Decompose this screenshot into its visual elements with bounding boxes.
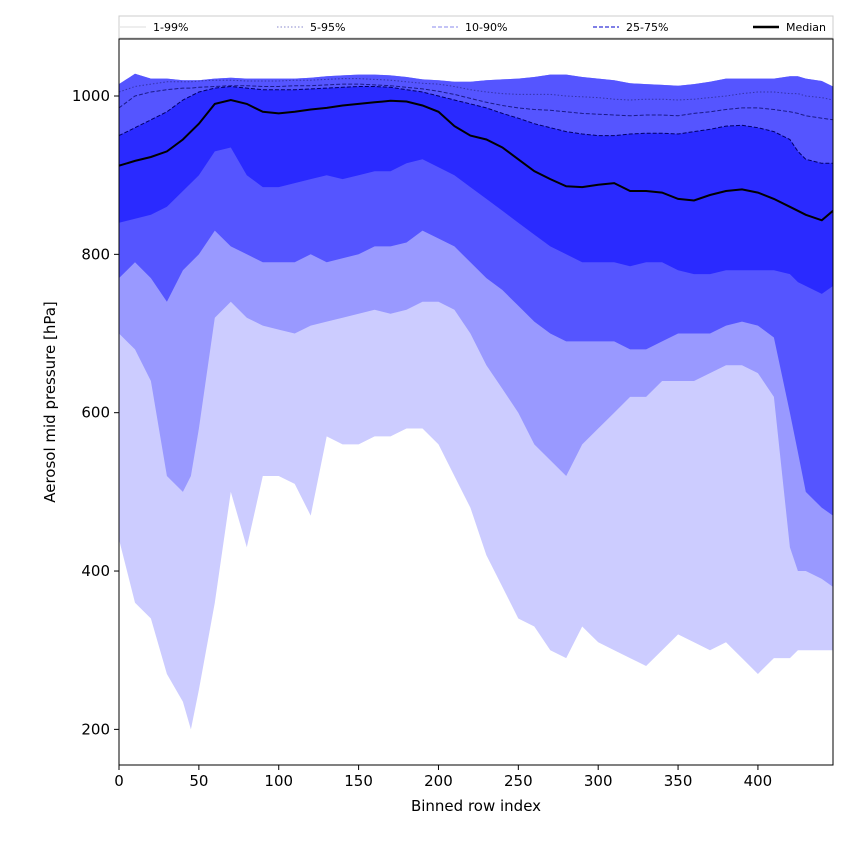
band-25-75 (119, 86, 833, 294)
x-tick-label: 100 (264, 772, 293, 790)
x-tick-label: 350 (664, 772, 693, 790)
legend-label-1-99: 1-99% (153, 21, 188, 34)
y-tick-label: 600 (81, 404, 110, 422)
line-5-95-upper (119, 78, 833, 101)
x-tick-label: 150 (344, 772, 373, 790)
y-tick-label: 400 (81, 562, 110, 580)
y-axis-label: Aerosol mid pressure [hPa] (41, 301, 59, 503)
plot-area (119, 73, 833, 730)
legend: 1-99% 5-95% 10-90% 25-75% Median (118, 15, 834, 39)
x-tick-label: 0 (114, 772, 124, 790)
legend-label-25-75: 25-75% (626, 21, 668, 34)
line-25-75-upper (119, 85, 833, 164)
legend-box (118, 15, 834, 39)
axes: 0 50 100 150 200 250 300 350 400 200 400 600 800 1000 (72, 87, 772, 790)
legend-label-5-95: 5-95% (310, 21, 345, 34)
plot-frame (118, 38, 834, 766)
x-tick-label: 50 (189, 772, 208, 790)
y-tick-label: 800 (81, 245, 110, 263)
line-median (119, 98, 833, 222)
x-tick-label: 250 (504, 772, 533, 790)
y-tick-label: 200 (81, 720, 110, 738)
legend-label-median: Median (786, 21, 826, 34)
x-tick-label: 300 (584, 772, 613, 790)
legend-label-10-90: 10-90% (465, 21, 507, 34)
x-tick-label: 200 (424, 772, 453, 790)
x-axis-label: Binned row index (411, 797, 541, 815)
y-tick-label: 1000 (72, 87, 110, 105)
x-tick-label: 400 (744, 772, 773, 790)
